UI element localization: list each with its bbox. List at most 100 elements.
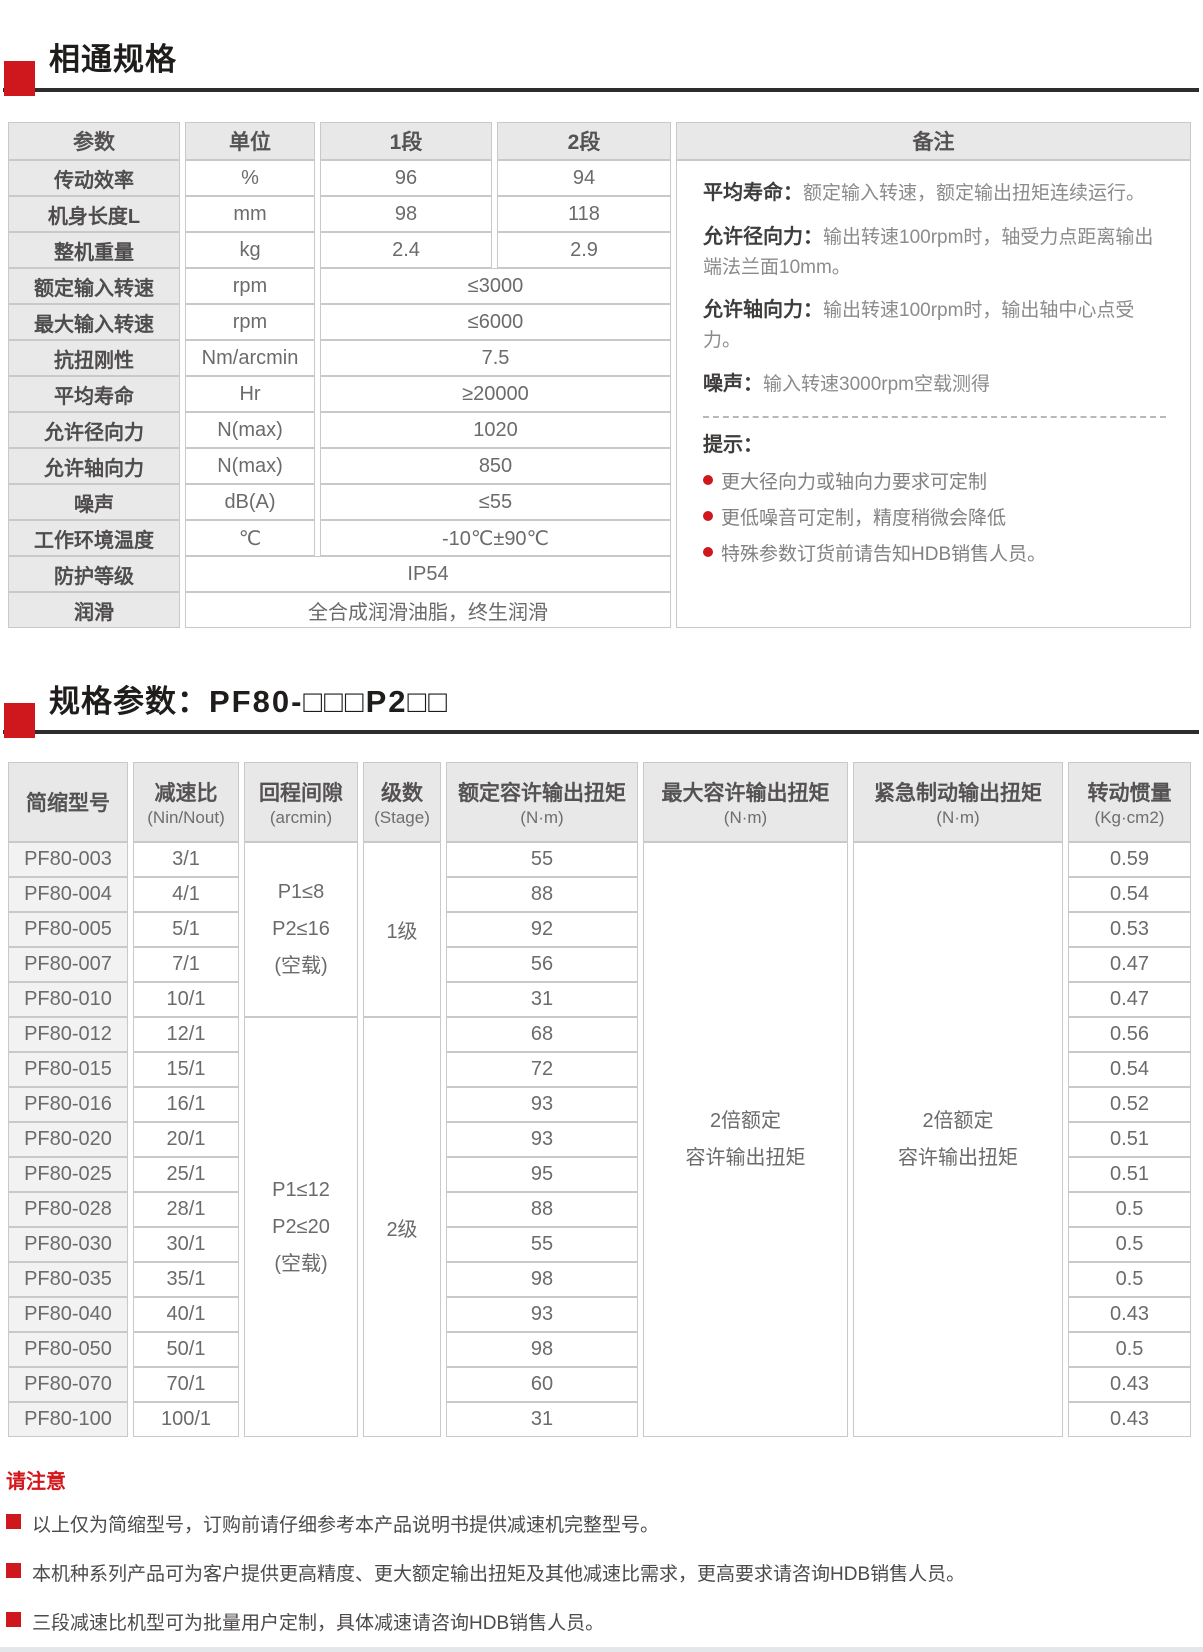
table-row: 机身长度L mm 98 118	[8, 196, 1191, 232]
value-cell: ≤3000	[320, 268, 671, 304]
param-cell: 整机重量	[8, 232, 180, 268]
table-row: PF80-012 12/1 P1≤12 P2≤20 (空载) 2级 68 0.56	[8, 1017, 1191, 1437]
torque-cell: 31	[446, 1402, 638, 1437]
red-dot-bullet-icon	[703, 511, 713, 522]
unit-cell: ℃	[185, 520, 315, 556]
header-param: 参数	[8, 122, 180, 160]
torque-cell: 56	[446, 947, 638, 982]
value-cell: 全合成润滑油脂，终生润滑	[185, 592, 671, 628]
value-cell: 98	[320, 196, 492, 232]
model-cell: PF80-100	[8, 1402, 128, 1437]
tip-item: 更低噪音可定制，精度稍微会降低	[703, 503, 1166, 530]
table-row: PF80-015 15/1 72 0.54	[8, 1052, 1191, 1087]
model-cell: PF80-070	[8, 1367, 128, 1402]
torque-cell: 88	[446, 1192, 638, 1227]
param-cell: 工作环境温度	[8, 520, 180, 556]
table-row: PF80-100 100/1 31 0.43	[8, 1402, 1191, 1437]
unit-cell: Hr	[185, 376, 315, 412]
param-cell: 额定输入转速	[8, 268, 180, 304]
tip-item: 更大径向力或轴向力要求可定制	[703, 467, 1166, 494]
value-cell: ≥20000	[320, 376, 671, 412]
note-text: 输入转速3000rpm空载测得	[763, 373, 990, 395]
model-cell: PF80-035	[8, 1262, 128, 1297]
inertia-cell: 0.5	[1068, 1332, 1191, 1367]
unit-cell: %	[185, 160, 315, 196]
unit-cell: rpm	[185, 268, 315, 304]
torque-cell: 55	[446, 842, 638, 877]
value-cell: 850	[320, 448, 671, 484]
table-header-row: 参数 单位 1段 2段 备注	[8, 122, 1191, 160]
model-cell: PF80-004	[8, 877, 128, 912]
ratio-cell: 100/1	[133, 1402, 239, 1437]
table-row: 传动效率 % 96 94 平均寿命：额定输入转速，额定输出扭矩连续运行。 允许径…	[8, 160, 1191, 628]
inertia-cell: 0.54	[1068, 1052, 1191, 1087]
attention-section: 请注意 以上仅为简缩型号，订购前请仔细参考本产品说明书提供减速机完整型号。 本机…	[6, 1465, 1203, 1635]
model-cell: PF80-016	[8, 1087, 128, 1122]
table-row: 平均寿命 Hr ≥20000	[8, 376, 1191, 412]
inertia-cell: 0.47	[1068, 982, 1191, 1017]
ratio-cell: 4/1	[133, 877, 239, 912]
ratio-cell: 30/1	[133, 1227, 239, 1262]
param-cell: 抗扭刚性	[8, 340, 180, 376]
torque-cell: 93	[446, 1297, 638, 1332]
ratio-cell: 12/1	[133, 1017, 239, 1052]
note-text: 输出转速100rpm时，轴受力点距离输出端法兰面10mm。	[703, 227, 1154, 278]
inertia-cell: 0.43	[1068, 1297, 1191, 1332]
value-cell: ≤6000	[320, 304, 671, 340]
dashed-divider	[703, 415, 1166, 418]
stage-group1-cell: 1级	[363, 842, 441, 1017]
unit-cell: rpm	[185, 304, 315, 340]
table-row: 润滑 全合成润滑油脂，终生润滑	[8, 592, 1191, 628]
table-row: 噪声 dB(A) ≤55	[8, 484, 1191, 520]
red-dot-bullet-icon	[703, 475, 713, 486]
model-cell: PF80-030	[8, 1227, 128, 1262]
param-cell: 传动效率	[8, 160, 180, 196]
value-cell: ≤55	[320, 484, 671, 520]
spec-param-table: 简缩型号 减速比 (Nin/Nout) 回程间隙 (arcmin) 级数 (Stage…	[3, 762, 1196, 1437]
ratio-cell: 3/1	[133, 842, 239, 877]
table-row: 防护等级 IP54	[8, 556, 1191, 592]
table-row: 最大输入转速 rpm ≤6000	[8, 304, 1191, 340]
torque-cell: 93	[446, 1087, 638, 1122]
note-label: 噪声：	[703, 372, 763, 395]
table-row: PF80-004 4/1 88 0.54	[8, 877, 1191, 912]
backlash-group1-cell: P1≤8 P2≤16 (空载)	[244, 842, 358, 1017]
header-stage2: 2段	[497, 122, 671, 160]
table-row: PF80-035 35/1 98 0.5	[8, 1262, 1191, 1297]
note-text: 输出转速100rpm时，输出轴中心点受力。	[703, 300, 1135, 352]
inertia-cell: 0.52	[1068, 1087, 1191, 1122]
value-cell: 96	[320, 160, 492, 196]
note-label: 允许径向力：	[703, 226, 823, 248]
note-label: 平均寿命：	[703, 182, 803, 204]
inertia-cell: 0.54	[1068, 877, 1191, 912]
header-rated-torque: 额定容许输出扭矩 (N·m)	[446, 762, 638, 842]
table-row: PF80-030 30/1 55 0.5	[8, 1227, 1191, 1262]
red-square-bullet-icon	[4, 703, 35, 738]
table-row: 整机重量 kg 2.4 2.9	[8, 232, 1191, 268]
stage-group2-cell: 2级	[363, 1017, 441, 1437]
table-row: 抗扭刚性 Nm/arcmin 7.5	[8, 340, 1191, 376]
attention-note: 三段减速比机型可为批量用户定制，具体减速请咨询HDB销售人员。	[6, 1608, 1203, 1635]
backlash-group2-cell: P1≤12 P2≤20 (空载)	[244, 1017, 358, 1437]
table-row: PF80-028 28/1 88 0.5	[8, 1192, 1191, 1227]
inertia-cell: 0.51	[1068, 1157, 1191, 1192]
inertia-cell: 0.43	[1068, 1402, 1191, 1437]
unit-cell: dB(A)	[185, 484, 315, 520]
model-cell: PF80-025	[8, 1157, 128, 1192]
param-cell: 机身长度L	[8, 196, 180, 232]
torque-cell: 98	[446, 1262, 638, 1297]
attention-note-text: 本机种系列产品可为客户提供更高精度、更大额定输出扭矩及其他减速比需求，更高要求请…	[32, 1564, 966, 1585]
page-bottom-divider	[0, 1647, 1203, 1652]
model-code: PF80-□□□P2□□	[209, 684, 449, 719]
inertia-cell: 0.47	[1068, 947, 1191, 982]
attention-note-text: 以上仅为简缩型号，订购前请仔细参考本产品说明书提供减速机完整型号。	[32, 1515, 660, 1536]
model-cell: PF80-003	[8, 842, 128, 877]
torque-cell: 72	[446, 1052, 638, 1087]
attention-note: 本机种系列产品可为客户提供更高精度、更大额定输出扭矩及其他减速比需求，更高要求请…	[6, 1559, 1203, 1586]
ratio-cell: 70/1	[133, 1367, 239, 1402]
tip-text: 更低噪音可定制，精度稍微会降低	[721, 507, 1007, 529]
value-cell: -10℃±90℃	[320, 520, 671, 556]
header-notes: 备注	[676, 122, 1191, 160]
table-row: PF80-020 20/1 93 0.51	[8, 1122, 1191, 1157]
unit-cell: N(max)	[185, 448, 315, 484]
